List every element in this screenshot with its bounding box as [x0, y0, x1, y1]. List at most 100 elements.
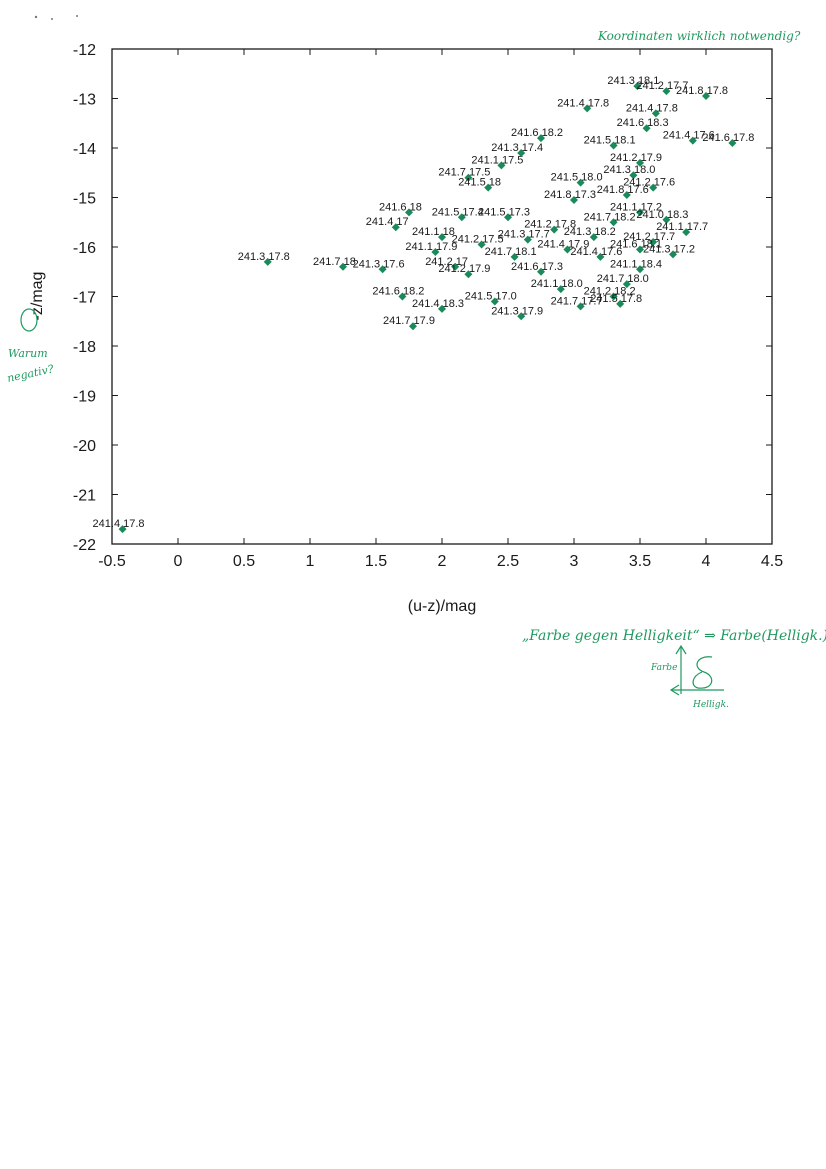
- y-axis-label: -z/mag: [29, 272, 46, 321]
- data-point-marker: [405, 208, 413, 217]
- data-point-marker: [451, 262, 460, 271]
- data-point-label: 241.6 17.3: [511, 261, 563, 273]
- data-point-marker: [622, 280, 631, 289]
- data-point-label: 241.5 17.0: [465, 290, 517, 302]
- data-point-label: 241.2 17.9: [610, 152, 662, 164]
- data-point-marker: [490, 297, 499, 306]
- y-axis-ticks: -12 -13 -14 -15 -16 -17 -18 -19 -20 -21 -22: [73, 42, 772, 554]
- sketch-x-label: Helligk.: [692, 700, 729, 710]
- data-point-marker: [609, 218, 618, 227]
- data-point-marker: [563, 245, 572, 254]
- data-point-label: 241.3 18.0: [603, 164, 655, 176]
- y-tick-label: -20: [73, 438, 96, 455]
- data-point-marker: [728, 139, 737, 148]
- data-point-label: 241.1 17.9: [405, 241, 457, 253]
- handwritten-notes: Koordinaten wirklich notwendig? Warum ne…: [6, 29, 826, 710]
- data-point-label: 241.8 17.3: [544, 189, 596, 201]
- data-point-label: 241.3 17.7: [498, 229, 550, 241]
- sketch-y-arrowhead: [675, 644, 687, 655]
- x-tick-label: 3.5: [629, 553, 651, 570]
- data-point-label: 241.7 18.2: [584, 211, 636, 223]
- data-point-marker: [669, 250, 677, 259]
- data-point-label: 241.4 17.9: [537, 238, 589, 250]
- x-tick-label: 1: [306, 553, 315, 570]
- data-point-marker: [662, 87, 671, 96]
- data-point-label: 241.2 17.5: [452, 234, 504, 246]
- data-point-label: 241.2 18.2: [584, 286, 636, 298]
- x-tick-label: 4: [702, 553, 711, 570]
- data-point-label: 241.3 17.2: [643, 243, 695, 255]
- data-point-marker: [622, 191, 631, 200]
- data-point-marker: [408, 322, 417, 331]
- data-point-marker: [688, 136, 697, 145]
- data-point-marker: [523, 235, 532, 244]
- data-point-marker: [589, 233, 598, 242]
- data-point-marker: [550, 225, 559, 234]
- data-point-marker: [649, 238, 658, 247]
- x-tick-label: 2: [438, 553, 447, 570]
- data-point-marker: [596, 252, 605, 261]
- y-tick-label: -18: [73, 339, 96, 356]
- data-point-marker: [609, 141, 618, 150]
- data-point-label: 241.6 18: [379, 201, 422, 213]
- data-point-marker: [517, 148, 526, 157]
- data-point-marker: [609, 292, 618, 301]
- data-point-marker: [651, 109, 660, 118]
- circled-minus-mark: [20, 308, 38, 332]
- data-point-label: 241.7 17.5: [438, 167, 490, 179]
- data-point-label: 241.1 18: [412, 226, 455, 238]
- x-tick-label: 3: [570, 553, 579, 570]
- data-point-label: 241.2 17.6: [623, 177, 675, 189]
- data-point-marker: [118, 525, 127, 534]
- data-point-marker: [431, 247, 440, 256]
- data-point-label: 241.3 18.1: [607, 75, 659, 87]
- data-point-marker: [457, 213, 466, 222]
- data-point-label: 241.3 18.2: [564, 226, 616, 238]
- sketch-x-arrowhead: [669, 684, 680, 696]
- data-point-label: 241.1 18.0: [531, 278, 583, 290]
- data-point-label: 241.4 17: [366, 216, 409, 228]
- data-point-label: 241.7 18: [313, 256, 356, 268]
- data-point-marker: [642, 124, 651, 133]
- data-point-label: 241.2 17.9: [438, 263, 490, 275]
- data-point-marker: [616, 299, 625, 308]
- data-point-marker: [682, 228, 691, 237]
- data-point-marker: [649, 183, 658, 192]
- data-point-label: 241.7 17.9: [383, 315, 435, 327]
- data-point-label: 241.4 18.3: [412, 298, 464, 310]
- data-point-marker: [464, 173, 473, 182]
- data-point-marker: [517, 312, 526, 321]
- data-point-label: 241.6 17.8: [702, 132, 754, 144]
- x-axis-ticks: -0.5 0 0.5 1 1.5 2 2.5 3 3.5 4 4.5: [98, 49, 783, 570]
- data-point-marker: [497, 161, 506, 170]
- x-tick-label: 2.5: [497, 553, 519, 570]
- y-tick-label: -16: [73, 240, 96, 257]
- note-color-vs-brightness: „Farbe gegen Helligkeit“ ⇒ Farbe(Helligk…: [522, 628, 826, 644]
- y-tick-label: -15: [73, 191, 96, 208]
- data-point-label: 241.4 17.6: [663, 130, 715, 142]
- x-tick-label: -0.5: [98, 553, 126, 570]
- data-point-label: 241.4 17.8: [626, 102, 678, 114]
- data-point-label: 241.5 17.8: [590, 293, 642, 305]
- data-point-label: 241.6 18.1: [610, 238, 662, 250]
- data-point-marker: [339, 262, 347, 271]
- data-point-label: 241.7 18.1: [485, 246, 537, 258]
- data-point-label: 241.3 17.6: [353, 258, 405, 270]
- data-point-marker: [398, 292, 407, 301]
- data-point-marker: [636, 245, 644, 254]
- x-tick-label: 4.5: [761, 553, 783, 570]
- data-point-marker: [537, 267, 545, 276]
- x-tick-label: 0: [174, 553, 183, 570]
- y-tick-label: -13: [73, 92, 96, 109]
- x-tick-label: 0.5: [233, 553, 255, 570]
- data-point-label: 241.3 17.8: [238, 251, 290, 263]
- data-point-label: 241.7 18.0: [597, 273, 649, 285]
- data-point-label: 241.1 17.5: [471, 154, 523, 166]
- y-tick-label: -17: [73, 290, 96, 307]
- data-point-label: 241.4 17.8: [93, 518, 145, 530]
- data-point-label: 241.1 17.2: [610, 201, 662, 213]
- x-tick-label: 1.5: [365, 553, 387, 570]
- data-point-label: 241.8 17.6: [597, 184, 649, 196]
